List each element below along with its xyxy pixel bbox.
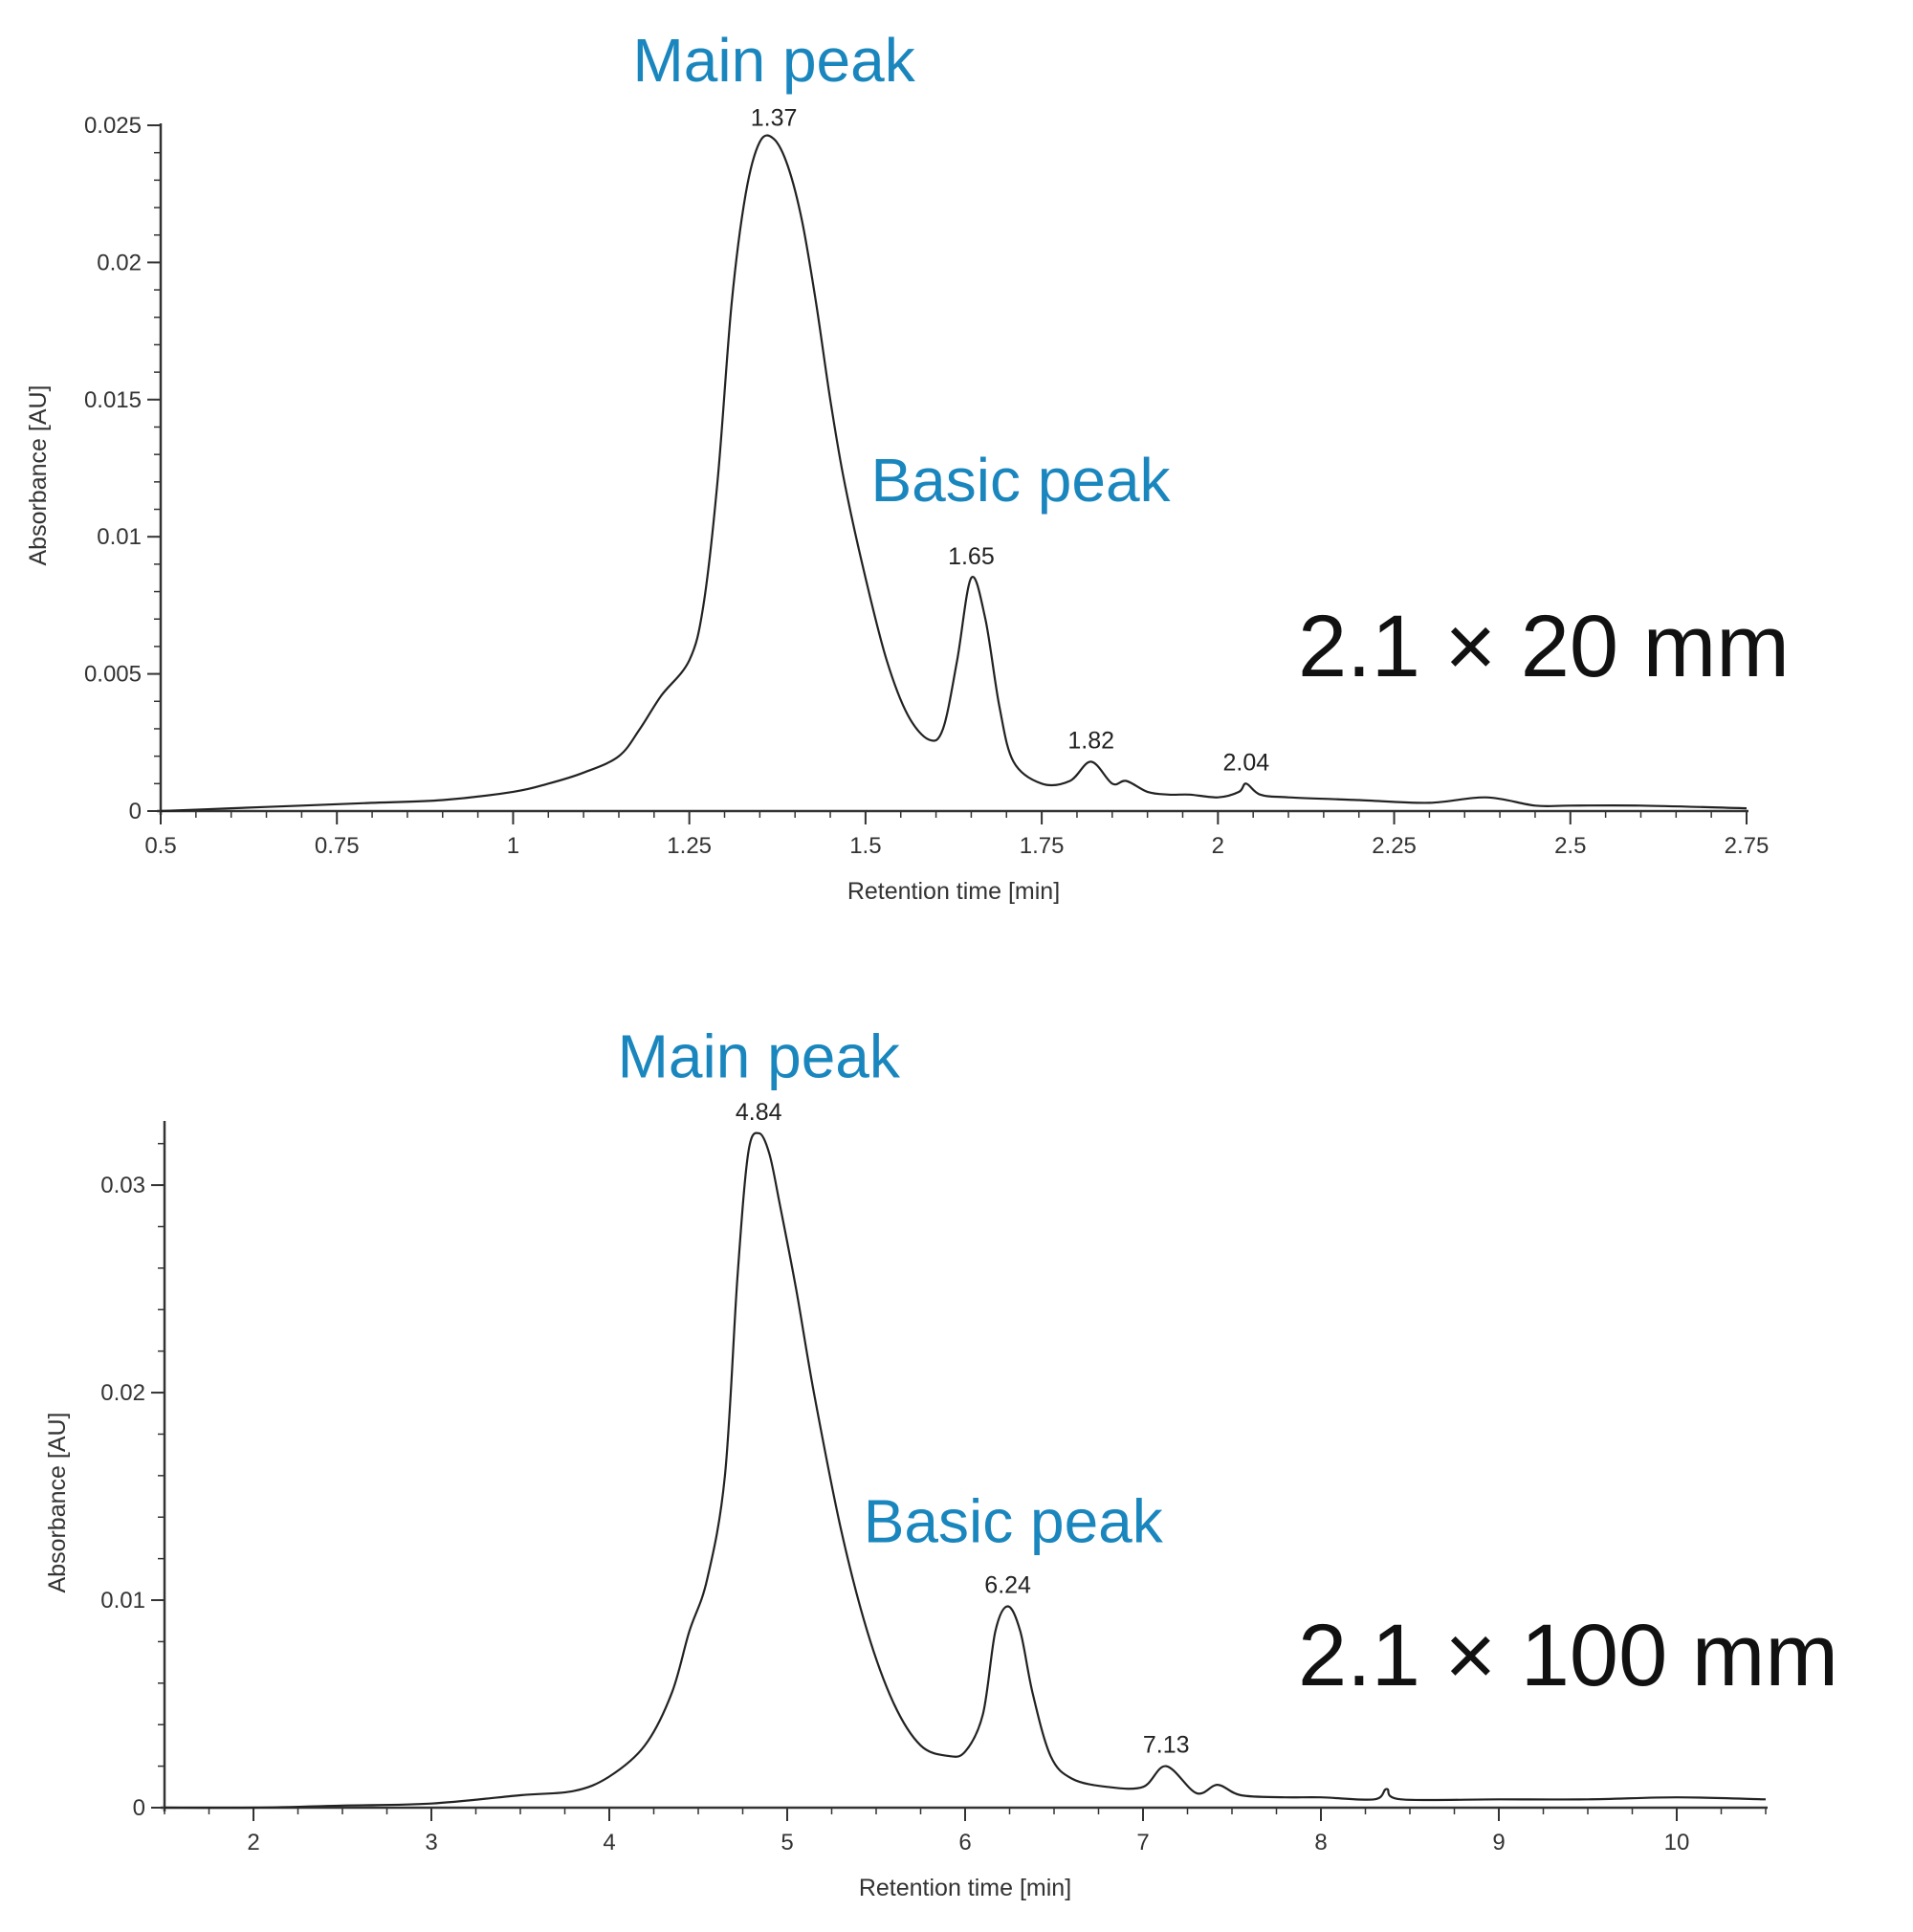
x-axis-title: Retention time [min] (859, 1875, 1071, 1901)
peak-annotation: Basic peak (864, 1486, 1164, 1555)
x-tick-label: 0.75 (315, 833, 360, 859)
x-tick-label: 8 (1314, 1830, 1327, 1855)
chromatogram-20mm: 0.5 0.75 1 1.25 1.5 1.75 2 2.25 2.5 2.75 0 0.005 0.0… (25, 26, 1790, 905)
x-tick-label: 1 (507, 833, 519, 859)
peak-annotation: Main peak (618, 1021, 901, 1090)
column-dimension-label: 2.1 × 100 mm (1298, 1607, 1838, 1704)
y-tick-label: 0.025 (84, 113, 142, 139)
peak-label: 4.84 (736, 1099, 782, 1126)
x-tick-label: 2.5 (1554, 833, 1586, 859)
x-tick-label: 7 (1136, 1830, 1149, 1855)
x-tick-label: 6 (958, 1830, 971, 1855)
y-tick-label: 0 (133, 1795, 145, 1821)
y-tick-label: 0.01 (97, 524, 142, 550)
peak-annotation: Basic peak (870, 446, 1171, 515)
peak-label: 1.82 (1067, 727, 1114, 754)
peak-label: 2.04 (1222, 749, 1269, 776)
x-axis-title: Retention time [min] (847, 878, 1060, 905)
y-tick-label: 0 (129, 799, 142, 824)
x-tick-label: 9 (1492, 1830, 1505, 1855)
y-axis-title: Absorbance [AU] (44, 1413, 71, 1593)
x-tick-label: 5 (781, 1830, 793, 1855)
x-tick-label: 2 (1212, 833, 1224, 859)
x-tick-label: 1.25 (667, 833, 712, 859)
x-tick-label: 0.5 (144, 833, 176, 859)
y-axis-title: Absorbance [AU] (25, 385, 52, 566)
x-tick-label: 2.25 (1372, 833, 1417, 859)
x-tick-label: 10 (1664, 1830, 1690, 1855)
y-tick-label: 0.015 (84, 387, 142, 413)
chromatogram-100mm: 2 3 4 5 6 7 8 9 10 0 0.01 0.02 0.03 Retention time [m… (44, 1021, 1838, 1901)
column-dimension-label: 2.1 × 20 mm (1298, 598, 1790, 695)
peak-label: 6.24 (984, 1572, 1031, 1599)
x-tick-label: 2.75 (1725, 833, 1770, 859)
x-tick-label: 4 (603, 1830, 615, 1855)
peak-label: 7.13 (1143, 1732, 1190, 1759)
x-tick-label: 3 (425, 1830, 437, 1855)
y-tick-label: 0.005 (84, 662, 142, 688)
x-tick-label: 1.75 (1020, 833, 1065, 859)
y-tick-label: 0.02 (100, 1380, 145, 1406)
y-tick-label: 0.02 (97, 250, 142, 275)
y-tick-label: 0.03 (100, 1173, 145, 1198)
y-tick-label: 0.01 (100, 1588, 145, 1614)
peak-annotation: Main peak (632, 26, 915, 95)
peak-label: 1.37 (751, 104, 798, 131)
chromatogram-trace (164, 1131, 1767, 1810)
x-tick-label: 2 (247, 1830, 259, 1855)
peak-label: 1.65 (948, 543, 995, 570)
x-tick-label: 1.5 (849, 833, 881, 859)
chromatogram-trace (160, 134, 1748, 813)
